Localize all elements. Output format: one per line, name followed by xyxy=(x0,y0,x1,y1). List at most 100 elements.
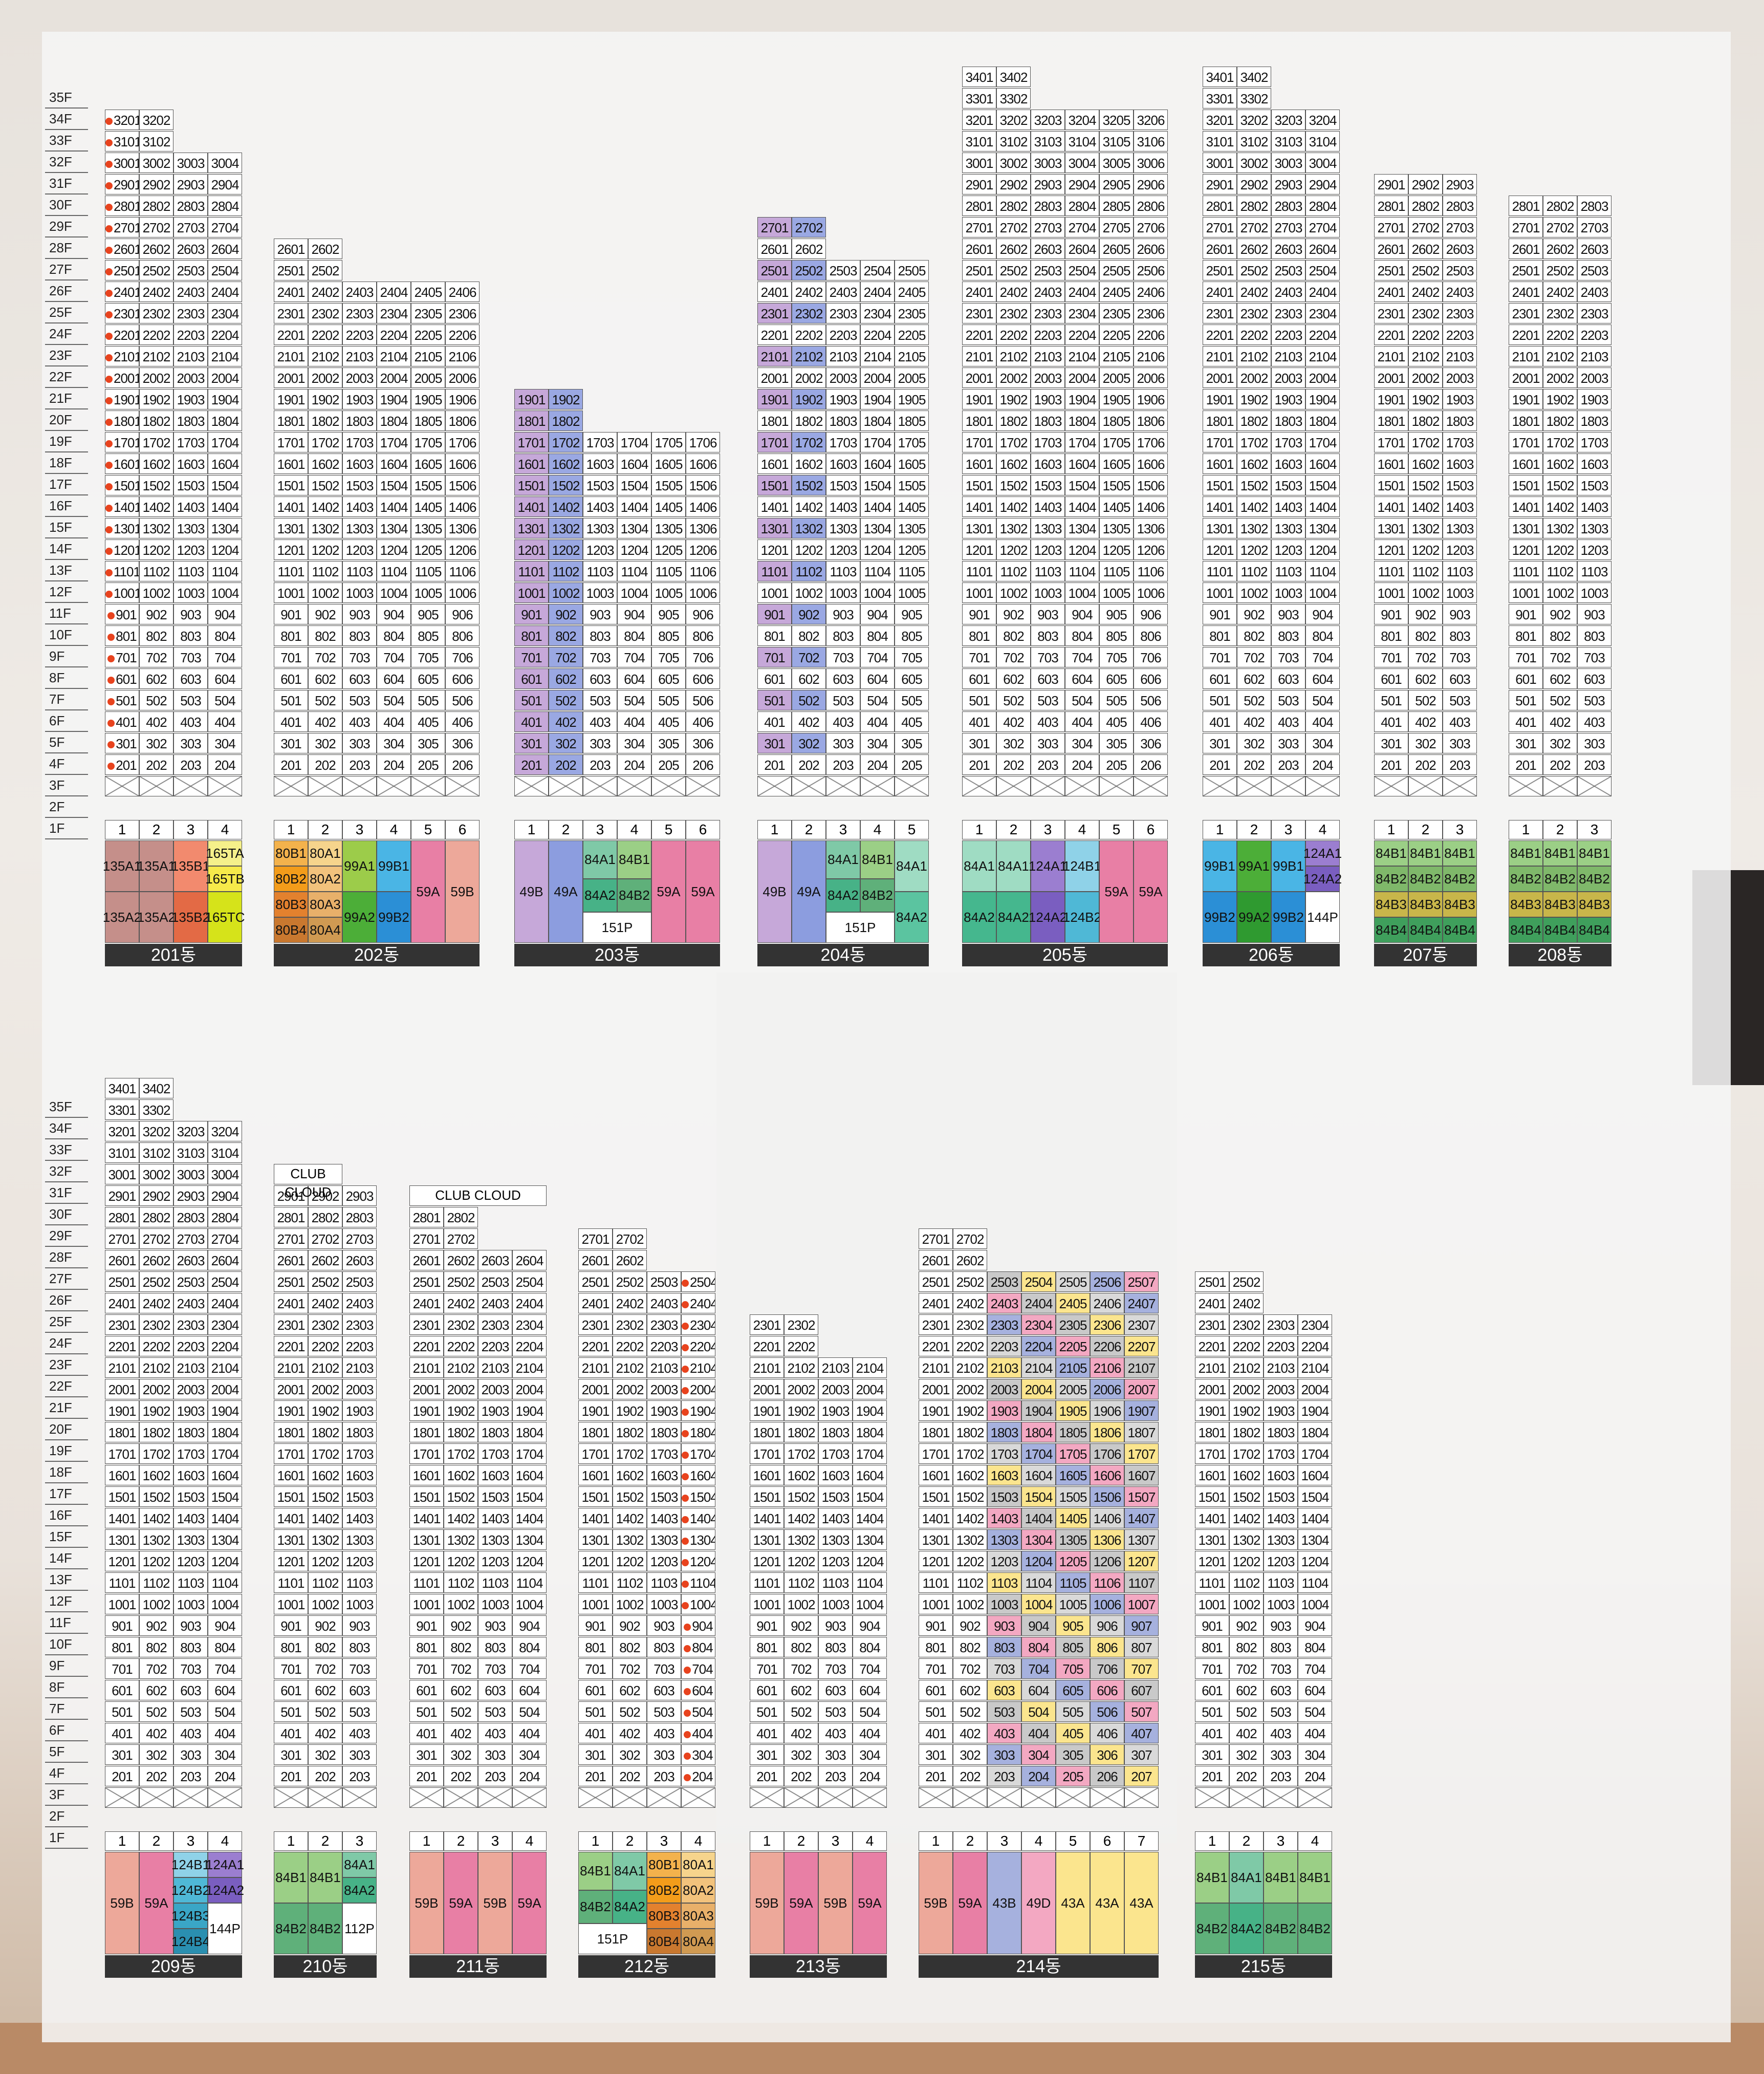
unit-cell[interactable]: 901 xyxy=(274,1615,308,1636)
unit-cell[interactable]: 1603 xyxy=(342,453,377,474)
unit-cell[interactable]: 1801 xyxy=(962,411,996,431)
unit-cell[interactable]: 1103 xyxy=(818,1572,853,1593)
unit-cell[interactable]: 1106 xyxy=(686,561,720,581)
unit-cell[interactable]: 604 xyxy=(681,1680,715,1700)
unit-cell[interactable]: 903 xyxy=(478,1615,512,1636)
unit-cell[interactable]: 2501 xyxy=(757,260,792,280)
unit-cell[interactable]: 2101 xyxy=(962,346,996,366)
unit-cell[interactable]: 2004 xyxy=(681,1379,715,1399)
unit-cell[interactable]: 2203 xyxy=(1264,1336,1298,1356)
unit-cell[interactable]: 403 xyxy=(647,1723,681,1743)
unit-cell[interactable]: 1804 xyxy=(208,411,242,431)
unit-cell[interactable]: 3401 xyxy=(1203,67,1237,87)
unit-cell[interactable]: 2301 xyxy=(105,303,139,323)
unit-cell[interactable]: 1704 xyxy=(1298,1443,1332,1464)
unit-cell[interactable]: 2002 xyxy=(613,1379,647,1399)
unit-cell[interactable]: 2203 xyxy=(1577,325,1611,345)
unit-cell[interactable]: 2504 xyxy=(208,260,242,280)
unit-cell[interactable]: 402 xyxy=(308,1723,342,1743)
unit-cell[interactable]: 1004 xyxy=(853,1594,887,1614)
unit-cell[interactable]: 501 xyxy=(514,690,549,710)
unit-cell[interactable]: 1604 xyxy=(617,453,651,474)
unit-cell[interactable]: 2104 xyxy=(208,346,242,366)
unit-cell[interactable]: 1602 xyxy=(613,1465,647,1485)
unit-cell[interactable]: 603 xyxy=(1031,668,1065,689)
unit-cell[interactable]: 904 xyxy=(853,1615,887,1636)
unit-cell[interactable]: 1104 xyxy=(853,1572,887,1593)
unit-cell[interactable]: 3005 xyxy=(1099,153,1134,173)
unit-cell[interactable]: 2201 xyxy=(919,1336,953,1356)
unit-cell[interactable]: 2306 xyxy=(1090,1314,1124,1335)
unit-cell[interactable]: 403 xyxy=(987,1723,1021,1743)
unit-cell[interactable]: 405 xyxy=(1056,1723,1090,1743)
unit-cell[interactable]: 805 xyxy=(1056,1637,1090,1657)
unit-cell[interactable]: 1504 xyxy=(681,1486,715,1507)
unit-cell[interactable]: 602 xyxy=(308,668,342,689)
unit-cell[interactable]: 3202 xyxy=(996,110,1031,130)
unit-cell[interactable]: 506 xyxy=(1090,1701,1124,1722)
unit-cell[interactable]: 2403 xyxy=(987,1293,1021,1313)
unit-cell[interactable]: 503 xyxy=(647,1701,681,1722)
unit-cell[interactable]: 1104 xyxy=(512,1572,547,1593)
unit-cell[interactable]: 603 xyxy=(647,1680,681,1700)
unit-cell[interactable]: 1603 xyxy=(583,453,617,474)
unit-cell[interactable]: 2602 xyxy=(1408,239,1443,259)
unit-cell[interactable]: 1001 xyxy=(409,1594,444,1614)
unit-cell[interactable]: 2102 xyxy=(784,1357,818,1378)
unit-cell[interactable]: 402 xyxy=(1543,711,1577,732)
unit-cell[interactable]: 602 xyxy=(308,1680,342,1700)
unit-cell[interactable]: 1702 xyxy=(139,1443,173,1464)
unit-cell[interactable]: 906 xyxy=(686,604,720,624)
unit-cell[interactable]: 1602 xyxy=(444,1465,478,1485)
unit-cell[interactable]: 1303 xyxy=(1031,518,1065,538)
unit-cell[interactable]: 403 xyxy=(342,711,377,732)
unit-cell[interactable]: 502 xyxy=(1408,690,1443,710)
unit-cell[interactable]: 1802 xyxy=(139,411,173,431)
unit-cell[interactable]: 1204 xyxy=(1021,1551,1056,1571)
unit-cell[interactable]: 404 xyxy=(377,711,411,732)
unit-cell[interactable]: 1801 xyxy=(1509,411,1543,431)
unit-cell[interactable]: 1501 xyxy=(757,475,792,495)
unit-cell[interactable]: 1802 xyxy=(1408,411,1443,431)
unit-cell[interactable]: 2903 xyxy=(173,174,208,195)
unit-cell[interactable]: 1703 xyxy=(1264,1443,1298,1464)
unit-cell[interactable]: 1501 xyxy=(274,1486,308,1507)
unit-cell[interactable]: 1706 xyxy=(686,432,720,452)
unit-cell[interactable]: 603 xyxy=(826,668,860,689)
unit-cell[interactable]: 501 xyxy=(1203,690,1237,710)
unit-cell[interactable]: 504 xyxy=(208,690,242,710)
unit-cell[interactable]: 1504 xyxy=(853,1486,887,1507)
unit-cell[interactable]: 1901 xyxy=(919,1400,953,1421)
unit-cell[interactable]: 602 xyxy=(792,668,826,689)
unit-cell[interactable]: 1803 xyxy=(1577,411,1611,431)
unit-cell[interactable]: 1901 xyxy=(1203,389,1237,409)
unit-cell[interactable]: 904 xyxy=(681,1615,715,1636)
unit-cell[interactable]: 2201 xyxy=(578,1336,613,1356)
unit-cell[interactable]: 1902 xyxy=(1543,389,1577,409)
unit-cell[interactable]: 202 xyxy=(444,1766,478,1786)
unit-cell[interactable]: 1405 xyxy=(411,496,445,517)
unit-cell[interactable]: 1903 xyxy=(826,389,860,409)
unit-cell[interactable]: 1802 xyxy=(1229,1422,1264,1442)
unit-cell[interactable]: 1204 xyxy=(1305,539,1340,560)
unit-cell[interactable]: 1202 xyxy=(1408,539,1443,560)
unit-cell[interactable]: 804 xyxy=(208,625,242,646)
unit-cell[interactable]: 2101 xyxy=(274,1357,308,1378)
unit-cell[interactable]: 1303 xyxy=(478,1529,512,1550)
unit-cell[interactable]: 1101 xyxy=(105,1572,139,1593)
unit-cell[interactable]: 306 xyxy=(686,733,720,753)
unit-cell[interactable]: 501 xyxy=(750,1701,784,1722)
unit-cell[interactable]: 802 xyxy=(549,625,583,646)
unit-cell[interactable]: 1007 xyxy=(1124,1594,1159,1614)
unit-cell[interactable]: 801 xyxy=(919,1637,953,1657)
unit-cell[interactable]: 1504 xyxy=(208,475,242,495)
unit-cell[interactable]: 2803 xyxy=(173,196,208,216)
unit-cell[interactable]: 202 xyxy=(139,754,173,775)
unit-cell[interactable]: 1602 xyxy=(1543,453,1577,474)
unit-cell[interactable]: 2401 xyxy=(274,1293,308,1313)
unit-cell[interactable]: 2302 xyxy=(139,1314,173,1335)
unit-cell[interactable]: 1401 xyxy=(757,496,792,517)
unit-cell[interactable]: 602 xyxy=(784,1680,818,1700)
unit-cell[interactable]: 1702 xyxy=(139,432,173,452)
unit-cell[interactable]: 1507 xyxy=(1124,1486,1159,1507)
